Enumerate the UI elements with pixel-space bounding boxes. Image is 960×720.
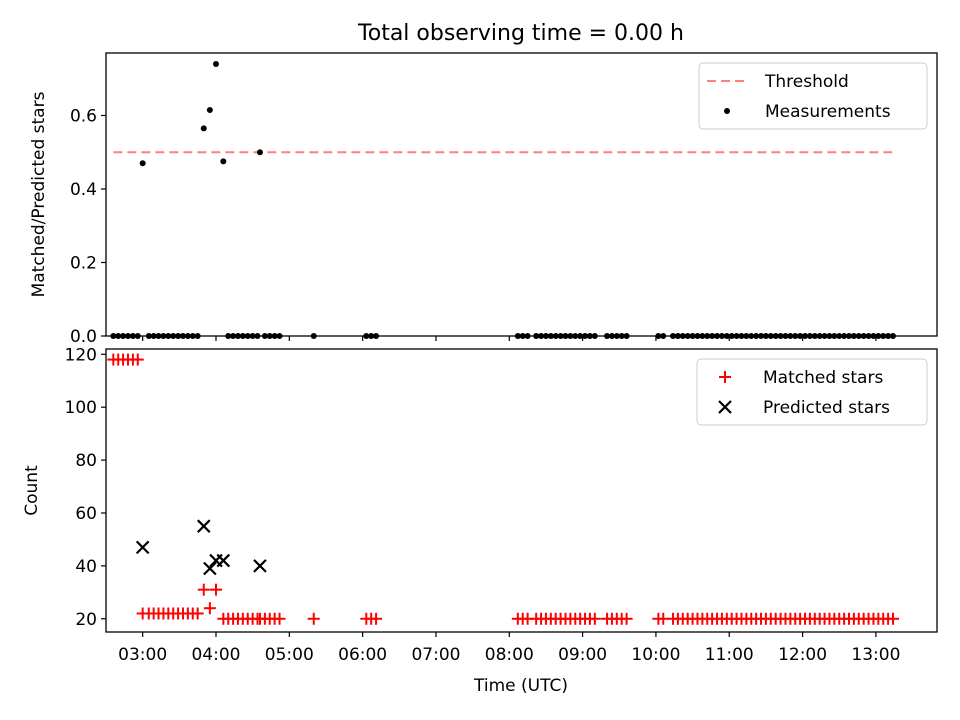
matched-star-marker bbox=[588, 612, 601, 625]
legend-box bbox=[696, 358, 928, 426]
matched-star-marker bbox=[203, 602, 216, 615]
measurement-point bbox=[139, 160, 146, 167]
predicted-star-marker bbox=[253, 559, 267, 573]
legend-label: Matched stars bbox=[763, 368, 883, 388]
x-tick-label: 12:00 bbox=[778, 645, 827, 665]
legend-measurement-swatch bbox=[724, 108, 730, 114]
measurement-point bbox=[200, 125, 207, 132]
ratio-panel: 0.0 0.2 0.4 0.6 Matched/Predicted stars Thres… bbox=[29, 52, 938, 347]
measurement-point bbox=[212, 61, 219, 68]
y-tick-label: 0.2 bbox=[70, 253, 97, 273]
axes-frame bbox=[105, 348, 938, 633]
x-tick-label: 10:00 bbox=[631, 645, 680, 665]
x-tick-label: 03:00 bbox=[118, 645, 167, 665]
y-tick-label: 0.4 bbox=[70, 180, 97, 200]
matched-star-marker bbox=[307, 612, 320, 625]
matched-star-marker bbox=[370, 612, 383, 625]
legend-label: Threshold bbox=[764, 72, 849, 92]
predicted-star-marker bbox=[196, 519, 211, 533]
predicted-star-marker bbox=[135, 540, 150, 555]
matched-star-marker bbox=[273, 612, 286, 625]
legend: Matched stars Predicted stars bbox=[696, 358, 928, 426]
y-tick-label: 0.6 bbox=[70, 106, 97, 126]
predicted-star-marker bbox=[203, 561, 217, 576]
x-tick-label: 05:00 bbox=[265, 645, 314, 665]
legend-predicted-swatch bbox=[718, 400, 732, 414]
matched-star-marker bbox=[131, 353, 144, 366]
count-panel: 20 40 60 80 100 120 03:00 04:00 05:00 06:00 07:00 0… bbox=[22, 345, 938, 665]
x-tick-label: 11:00 bbox=[705, 645, 754, 665]
y-axis-label: Count bbox=[22, 465, 42, 516]
y-tick-label: 120 bbox=[65, 345, 97, 365]
predicted-star-marker bbox=[216, 553, 231, 568]
matched-star-marker bbox=[620, 612, 633, 625]
chart-title: Total observing time = 0.00 h bbox=[357, 21, 684, 46]
legend-matched-swatch bbox=[719, 371, 731, 383]
legend: Threshold Measurements bbox=[698, 62, 928, 130]
y-tick-label: 60 bbox=[75, 504, 97, 524]
y-tick-label: 0.0 bbox=[70, 327, 97, 347]
matched-star-marker bbox=[887, 612, 900, 625]
x-tick-label: 07:00 bbox=[411, 645, 460, 665]
legend-label: Predicted stars bbox=[763, 398, 890, 418]
matched-star-marker bbox=[197, 583, 210, 596]
matched-star-marker bbox=[191, 607, 204, 620]
x-tick-label: 09:00 bbox=[558, 645, 607, 665]
x-tick-label: 06:00 bbox=[338, 645, 387, 665]
x-tick-label: 04:00 bbox=[191, 645, 240, 665]
measurement-point bbox=[256, 149, 263, 156]
y-tick-label: 100 bbox=[65, 398, 97, 418]
x-tick-label: 13:00 bbox=[851, 645, 900, 665]
y-tick-label: 80 bbox=[75, 451, 97, 471]
measurement-point bbox=[220, 158, 227, 165]
legend-box bbox=[698, 62, 928, 130]
measurement-point bbox=[206, 106, 213, 113]
matched-star-marker bbox=[209, 583, 222, 596]
x-axis-label: Time (UTC) bbox=[473, 676, 568, 696]
y-tick-label: 20 bbox=[75, 610, 97, 630]
y-axis-label: Matched/Predicted stars bbox=[29, 91, 49, 297]
legend-label: Measurements bbox=[765, 102, 891, 122]
y-tick-label: 40 bbox=[75, 557, 97, 577]
axes-frame bbox=[105, 52, 938, 337]
x-tick-label: 08:00 bbox=[485, 645, 534, 665]
